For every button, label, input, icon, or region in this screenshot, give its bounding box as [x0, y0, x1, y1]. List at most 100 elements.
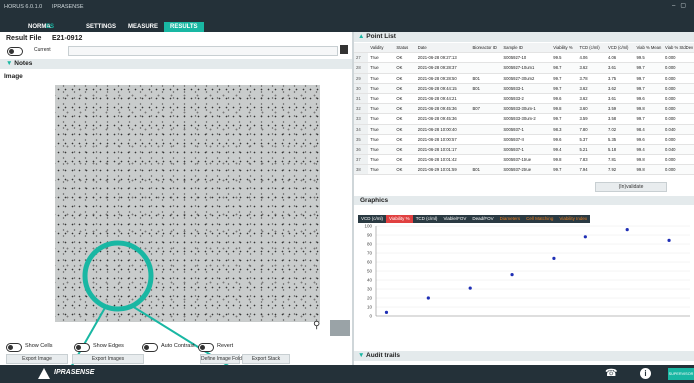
- table-cell: S005927-30um2: [501, 73, 551, 83]
- table-cell: 3.62: [577, 63, 606, 73]
- table-cell: [470, 124, 501, 134]
- header-cell[interactable]: Date: [416, 43, 471, 53]
- table-cell: OK: [394, 83, 415, 93]
- role-badge[interactable]: SUPERVISOR: [668, 368, 694, 380]
- y-tick-label: 30: [367, 287, 373, 292]
- table-cell: 5.35: [606, 134, 635, 144]
- header-cell[interactable]: Validity: [368, 43, 394, 53]
- table-cell: OK: [394, 93, 415, 103]
- table-cell: 0.000: [663, 104, 694, 114]
- table-cell: 99.4: [635, 144, 664, 154]
- table-cell: 2021-06-28 10:01:17: [416, 144, 471, 154]
- page: HORUS 6.0.1.0 IPRASENSE – ▢ Result File …: [0, 0, 694, 383]
- table-cell: 0.000: [663, 155, 694, 165]
- table-cell: 99.5: [551, 53, 577, 63]
- table-cell: 99.8: [551, 155, 577, 165]
- table-cell: 99.7: [635, 114, 664, 124]
- table-cell: 29: [354, 73, 368, 83]
- chart: 0102030405060708090100: [354, 216, 694, 348]
- table-cell: True: [368, 104, 394, 114]
- tab[interactable]: RESULTS: [164, 22, 204, 32]
- data-point: [385, 311, 388, 314]
- table-cell: 3.60: [577, 104, 606, 114]
- button[interactable]: Export Stack: [242, 354, 290, 364]
- header-cell[interactable]: TCD (c/ml): [577, 43, 606, 53]
- table-cell: 0.000: [663, 63, 694, 73]
- table-cell: [470, 114, 501, 124]
- header-cell[interactable]: Bioreactor ID: [470, 43, 501, 53]
- table-cell: S005933-2: [501, 93, 551, 103]
- header-cell: [354, 43, 368, 53]
- header-cell[interactable]: Sample ID: [501, 43, 551, 53]
- table-cell: S005933-30um-1: [501, 104, 551, 114]
- tab[interactable]: SETTINGS: [80, 22, 122, 32]
- invalidate-button[interactable]: (In)validate: [595, 182, 667, 192]
- toggle[interactable]: [142, 343, 158, 352]
- y-tick-label: 10: [367, 305, 373, 310]
- header-cell[interactable]: Viab % Mean: [635, 43, 664, 53]
- table-cell: OK: [394, 134, 415, 144]
- table-cell: 28: [354, 63, 368, 73]
- footer-logo: IPRASENSE: [54, 369, 94, 376]
- toggle[interactable]: [74, 343, 90, 352]
- data-point: [510, 273, 513, 276]
- table-cell: 30: [354, 83, 368, 93]
- table-cell: 2021-06-28 10:01:42: [416, 155, 471, 165]
- table-cell: 0.000: [663, 73, 694, 83]
- window-controls[interactable]: – ▢: [672, 2, 686, 9]
- audit-title: Audit trails: [366, 352, 400, 359]
- table-cell: 35: [354, 134, 368, 144]
- button[interactable]: Define Image Folder: [200, 354, 240, 364]
- table-cell: 99.7: [551, 114, 577, 124]
- header-cell[interactable]: Status: [394, 43, 415, 53]
- audit-bar[interactable]: [354, 351, 694, 361]
- y-tick-label: 40: [367, 278, 373, 283]
- toggle[interactable]: [198, 343, 214, 352]
- tab[interactable]: ES: [46, 22, 54, 32]
- logo-icon: [38, 368, 50, 379]
- button[interactable]: Export Images: [72, 354, 144, 364]
- table-cell: True: [368, 155, 394, 165]
- table-cell: 7.81: [606, 155, 635, 165]
- table-cell: S005937-2true: [501, 165, 551, 175]
- table-cell: True: [368, 93, 394, 103]
- y-tick-label: 20: [367, 296, 373, 301]
- header-cell[interactable]: VCD (c/ml): [606, 43, 635, 53]
- table-cell: S005933-30um-2: [501, 114, 551, 124]
- audit-header: ▼ Audit trails: [358, 352, 400, 359]
- table-cell: 2021-06-28 09:44:15: [416, 83, 471, 93]
- table-cell: 99.7: [635, 83, 664, 93]
- header-cell[interactable]: Viability %: [551, 43, 577, 53]
- support-icon[interactable]: ☎: [605, 368, 617, 379]
- info-icon[interactable]: i: [640, 368, 651, 379]
- point-list-bar: [354, 32, 694, 42]
- toggle-label: Revert: [217, 343, 233, 349]
- table-cell: 2021-06-29 10:01:59: [416, 165, 471, 175]
- table-cell: True: [368, 63, 394, 73]
- header-cell[interactable]: Viab % StdDev: [663, 43, 694, 53]
- table-cell: 31: [354, 93, 368, 103]
- table-cell: 99.7: [551, 83, 577, 93]
- table-cell: 98.4: [635, 124, 664, 134]
- toggle[interactable]: [6, 343, 22, 352]
- table-cell: True: [368, 73, 394, 83]
- button[interactable]: Export Image: [6, 354, 68, 364]
- table-cell: [470, 144, 501, 154]
- table-cell: 4.06: [577, 53, 606, 63]
- table-cell: OK: [394, 63, 415, 73]
- table-cell: 33: [354, 114, 368, 124]
- footer-bar: [0, 365, 694, 383]
- tab[interactable]: MEASURE: [122, 22, 164, 32]
